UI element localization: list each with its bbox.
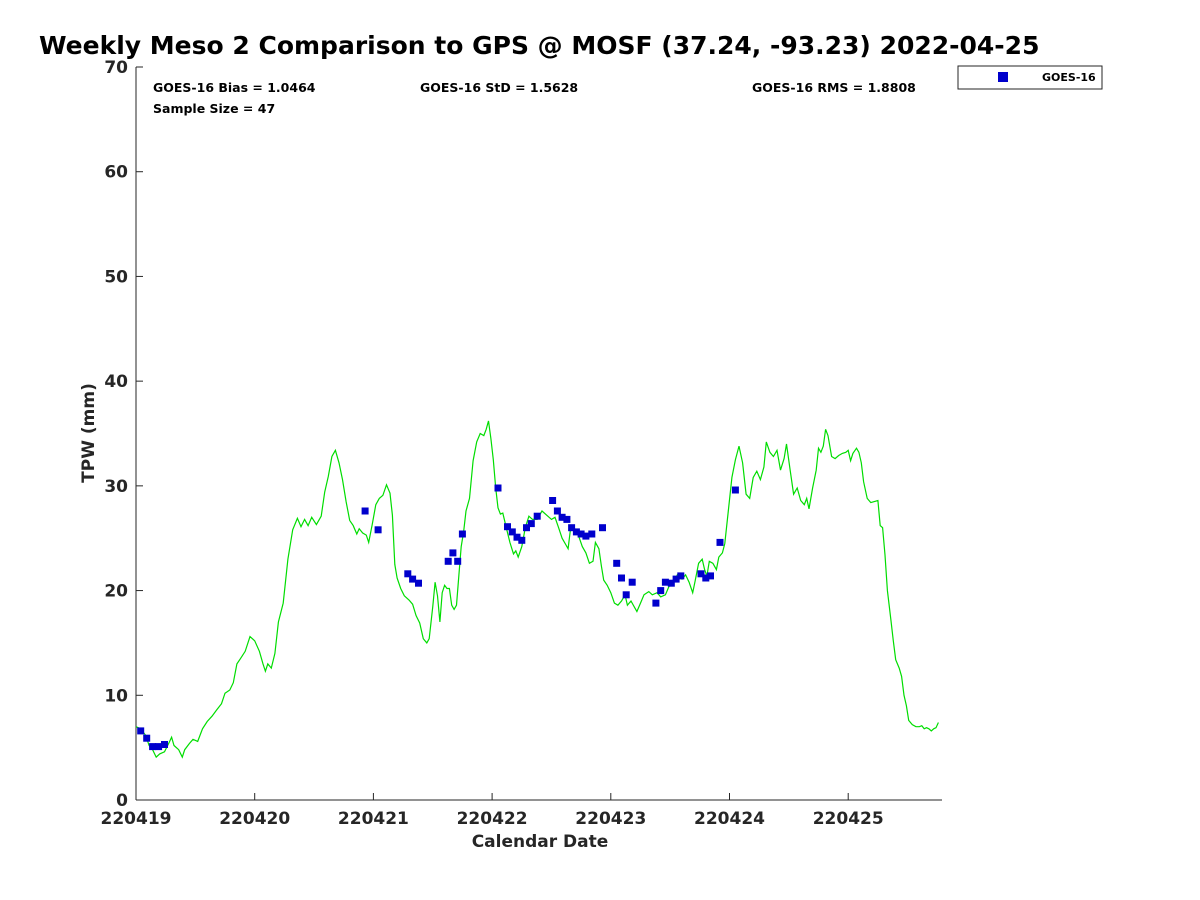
goes16-point — [568, 524, 576, 532]
goes16-point — [454, 557, 462, 565]
legend: GOES-16 — [957, 65, 1103, 90]
y-tick-label: 10 — [104, 686, 128, 706]
x-tick-label: 220424 — [694, 809, 765, 829]
rms-stat: GOES-16 RMS = 1.8808 — [752, 80, 916, 95]
goes16-point — [409, 575, 417, 583]
goes16-point — [618, 574, 625, 582]
goes16-point — [677, 572, 685, 580]
y-tick-label: 70 — [104, 58, 128, 78]
goes16-point — [672, 575, 680, 583]
goes16-point — [508, 528, 516, 536]
goes16-point — [582, 532, 590, 540]
legend-label: GOES-16 — [1042, 71, 1096, 84]
goes16-point — [707, 572, 714, 580]
goes16-point — [361, 507, 369, 515]
goes16-point — [702, 574, 710, 582]
goes16-point — [374, 526, 382, 534]
x-tick-label: 220421 — [338, 809, 409, 829]
goes16-point — [161, 741, 168, 748]
goes16-point — [577, 530, 585, 538]
goes16-point — [661, 578, 669, 586]
goes16-point — [523, 524, 530, 532]
goes16-point — [588, 530, 596, 538]
goes16-point — [449, 549, 457, 557]
goes16-point — [572, 528, 580, 536]
gps-tpw-line — [135, 420, 939, 759]
bias-stat: GOES-16 Bias = 1.0464 — [153, 80, 316, 95]
goes16-point — [628, 578, 636, 586]
y-tick-label: 0 — [116, 791, 128, 811]
sample-size-stat: Sample Size = 47 — [153, 101, 275, 116]
x-tick-label: 220420 — [219, 809, 290, 829]
x-tick-label: 220425 — [813, 809, 884, 829]
y-tick-label: 30 — [104, 477, 128, 497]
goes16-point — [533, 512, 541, 520]
goes16-point — [458, 530, 466, 538]
goes16-point — [549, 497, 557, 504]
goes16-point — [697, 570, 705, 578]
goes16-point — [504, 523, 511, 531]
goes16-point — [553, 507, 561, 515]
y-axis-ticks: 0 10 20 30 40 50 60 70 — [104, 58, 143, 811]
x-axis-ticks: 220419 220420 220421 220422 220423 220424 2204… — [101, 793, 884, 829]
goes16-point — [415, 579, 422, 587]
legend-marker — [998, 72, 1008, 82]
goes16-point — [494, 484, 502, 492]
y-tick-label: 50 — [104, 267, 128, 287]
goes16-point — [563, 515, 571, 523]
legend-box — [957, 65, 1103, 90]
goes16-point — [444, 557, 452, 565]
goes16-point — [731, 486, 739, 494]
goes16-point — [518, 536, 526, 544]
goes16-point — [137, 727, 145, 735]
x-tick-label: 220423 — [575, 809, 646, 829]
y-axis-label: TPW (mm) — [79, 383, 99, 483]
y-tick-label: 20 — [104, 582, 128, 602]
x-tick-label: 220422 — [457, 809, 528, 829]
y-tick-label: 40 — [104, 372, 128, 392]
x-tick-label: 220419 — [101, 809, 172, 829]
goes16-point — [622, 591, 630, 599]
goes16-point — [404, 570, 412, 578]
y-tick-label: 60 — [104, 163, 128, 183]
goes16-point — [716, 538, 724, 546]
goes16-point — [667, 579, 675, 587]
goes16-point — [149, 743, 157, 751]
goes16-point — [155, 743, 163, 751]
goes16-point — [657, 587, 665, 595]
goes16-point — [558, 513, 566, 521]
x-axis-label: Calendar Date — [472, 832, 609, 852]
goes16-point — [652, 599, 660, 607]
std-stat: GOES-16 StD = 1.5628 — [420, 80, 578, 95]
goes16-point — [527, 520, 535, 528]
goes16-point — [143, 734, 151, 742]
goes16-point — [613, 559, 621, 567]
plot-area — [135, 420, 939, 759]
goes16-point — [513, 533, 521, 541]
goes16-point — [599, 524, 606, 532]
chart-title: Weekly Meso 2 Comparison to GPS @ MOSF (… — [39, 31, 1039, 60]
